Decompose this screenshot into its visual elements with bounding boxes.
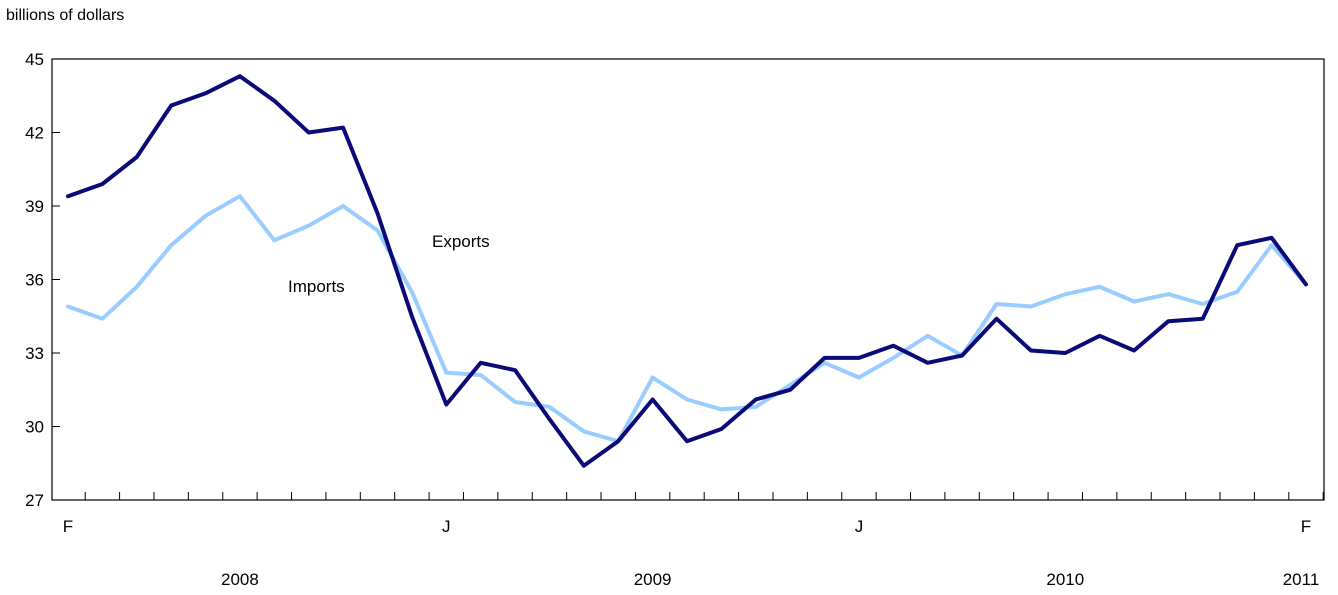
y-axis-ticks: 27 30 33 36 39 42 45 <box>25 50 60 510</box>
series-label-imports: Imports <box>288 277 345 296</box>
y-tick-label: 33 <box>25 344 44 363</box>
series-lines <box>66 74 1308 468</box>
y-tick-label: 36 <box>25 271 44 290</box>
x-axis-ticks <box>84 492 1324 500</box>
month-label: J <box>855 517 864 536</box>
month-label: J <box>442 517 451 536</box>
y-tick-label: 27 <box>25 491 44 510</box>
y-tick-label: 45 <box>25 50 44 69</box>
plot-area <box>51 58 1325 501</box>
month-label: F <box>63 517 73 536</box>
month-label: F <box>1301 517 1311 536</box>
series-line-imports <box>66 194 1308 444</box>
year-label: 2008 <box>221 570 259 589</box>
year-label: 2009 <box>634 570 672 589</box>
y-tick-label: 39 <box>25 197 44 216</box>
series-label-exports: Exports <box>432 232 490 251</box>
y-axis-label: billions of dollars <box>6 7 124 24</box>
x-axis-labels: F J J F 2008 2009 2010 2011 <box>63 517 1319 589</box>
year-label: 2010 <box>1046 570 1084 589</box>
y-tick-label: 42 <box>25 124 44 143</box>
y-tick-label: 30 <box>25 418 44 437</box>
year-label: 2011 <box>1283 570 1320 589</box>
series-line-exports <box>66 74 1308 468</box>
